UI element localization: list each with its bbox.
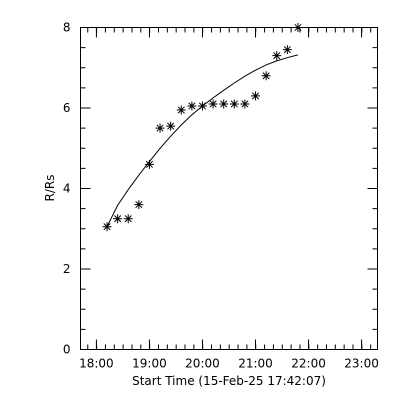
y-axis-tick-labels: 0 2 4 6 8: [63, 21, 71, 357]
x-axis-tick-labels: 18:00 19:00 20:00 21:00 22:00 23:00: [79, 357, 379, 371]
data-point: [251, 91, 261, 101]
x-tick-label: 22:00: [291, 357, 326, 371]
data-point: [166, 121, 176, 131]
data-point: [208, 99, 218, 109]
y-tick-label: 0: [63, 343, 71, 357]
x-tick-label: 19:00: [132, 357, 167, 371]
data-point: [144, 159, 154, 169]
y-tick-label: 6: [63, 101, 71, 115]
data-point: [197, 101, 207, 111]
data-points: [102, 23, 303, 232]
data-point: [134, 200, 144, 210]
x-tick-label: 20:00: [185, 357, 220, 371]
y-tick-label: 8: [63, 21, 71, 35]
x-axis-label: Start Time (15-Feb-25 17:42:07): [132, 374, 326, 388]
data-point: [155, 123, 165, 133]
x-tick-label: 21:00: [238, 357, 273, 371]
plot-frame: [80, 27, 378, 350]
y-tick-label: 4: [63, 182, 71, 196]
fit-curve: [106, 54, 299, 227]
data-point: [187, 101, 197, 111]
data-point: [261, 71, 271, 81]
x-tick-label: 18:00: [79, 357, 114, 371]
data-point: [272, 51, 282, 61]
data-point: [282, 45, 292, 55]
y-tick-label: 2: [63, 262, 71, 276]
x-tick-label: 23:00: [344, 357, 379, 371]
data-point: [123, 214, 133, 224]
data-point: [219, 99, 229, 109]
y-axis-label: R/Rs: [43, 175, 57, 202]
x-axis-ticks: [87, 27, 372, 350]
data-point: [229, 99, 239, 109]
data-point: [102, 222, 112, 232]
data-point: [240, 99, 250, 109]
data-point: [113, 214, 123, 224]
data-point: [176, 105, 186, 115]
data-point: [293, 23, 303, 32]
y-axis-ticks: [80, 27, 378, 350]
